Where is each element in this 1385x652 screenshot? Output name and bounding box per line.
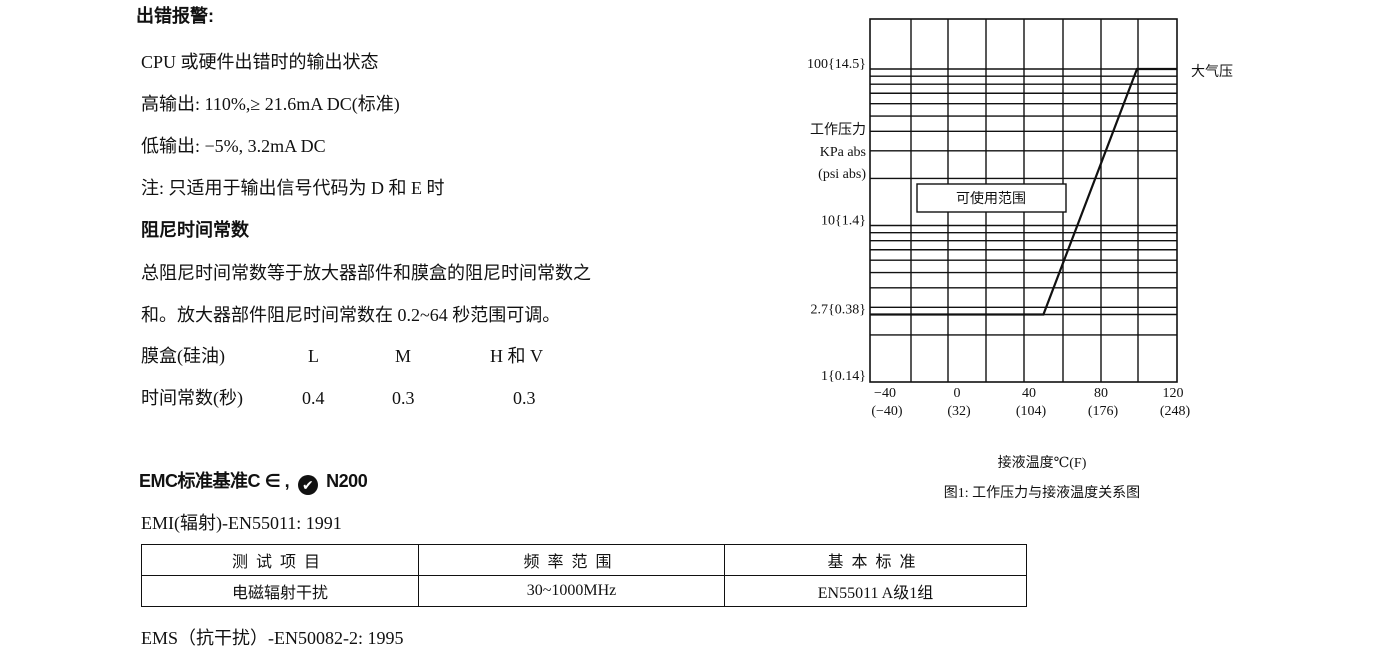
- cell-test-item: 电磁辐射干扰: [141, 575, 419, 607]
- cell-frequency: 30~1000MHz: [418, 575, 725, 607]
- error-alarm-line: 低输出: −5%, 3.2mA DC: [141, 136, 326, 156]
- emc-mark-label: N200: [326, 471, 368, 491]
- x-tick-sublabel: (−40): [871, 404, 903, 419]
- chart-title: 图1: 工作压力与接液温度关系图: [944, 484, 1140, 501]
- x-tick-label: 80: [1094, 386, 1108, 401]
- y-tick-label: 100{14.5}: [807, 57, 866, 72]
- y-tick-label: 2.7{0.38}: [811, 302, 866, 317]
- y-tick-label: 1{0.14}: [821, 369, 866, 384]
- error-alarm-line: 注: 只适用于输出信号代码为 D 和 E 时: [141, 178, 445, 198]
- error-alarm-line: 高输出: 110%,≥ 21.6mA DC(标准): [141, 94, 400, 114]
- region-label-box: [916, 183, 1067, 213]
- time-constant-label: 时间常数(秒): [141, 388, 243, 408]
- ems-standard: EMS（抗干扰）-EN50082-2: 1995: [141, 628, 404, 648]
- x-tick-label: 120: [1163, 386, 1184, 401]
- type-l: L: [308, 346, 319, 366]
- header-test-item: 测试项目: [141, 544, 419, 576]
- region-label: 可使用范围: [956, 190, 1026, 207]
- y-axis-label: (psi abs): [818, 167, 866, 182]
- x-tick-sublabel: (176): [1088, 404, 1119, 419]
- y-axis-label: KPa abs: [820, 145, 866, 160]
- series-line: [870, 67, 1177, 316]
- x-tick-label: 40: [1022, 386, 1036, 401]
- table-header-row: 测试项目 频率范围 基本标准: [141, 544, 1027, 576]
- damping-line: 和。放大器部件阻尼时间常数在 0.2~64 秒范围可调。: [141, 305, 561, 325]
- x-tick-sublabel: (32): [947, 404, 971, 419]
- x-axis-label: 接液温度℃(F): [998, 454, 1087, 471]
- capsule-label: 膜盒(硅油): [141, 346, 225, 366]
- type-m: M: [395, 346, 412, 366]
- cell-standard: EN55011 A级1组: [724, 575, 1027, 607]
- emc-heading: EMC标准基准C ∈ , ✔ N200: [139, 470, 368, 495]
- type-hv: H 和 V: [490, 346, 543, 366]
- x-tick-sublabel: (248): [1160, 404, 1191, 419]
- value-l: 0.4: [302, 388, 325, 408]
- error-alarm-heading: 出错报警:: [136, 6, 214, 26]
- value-m: 0.3: [392, 388, 415, 408]
- emc-heading-text: EMC标准基准C ∈ ,: [139, 471, 290, 491]
- value-hv: 0.3: [513, 388, 536, 408]
- x-tick-label: −40: [874, 386, 896, 401]
- x-tick-sublabel: (104): [1016, 404, 1047, 419]
- y-tick-label: 10{1.4}: [821, 214, 866, 229]
- x-tick-label: 0: [954, 386, 961, 401]
- emi-standard: EMI(辐射)-EN55011: 1991: [141, 513, 342, 533]
- damping-heading: 阻尼时间常数: [141, 220, 249, 240]
- table-row: 电磁辐射干扰 30~1000MHz EN55011 A级1组: [141, 575, 1027, 607]
- emi-table: 测试项目 频率范围 基本标准 电磁辐射干扰 30~1000MHz EN55011…: [141, 544, 1027, 607]
- line-end-label: 大气压: [1191, 64, 1233, 80]
- error-alarm-line: CPU 或硬件出错时的输出状态: [141, 52, 379, 72]
- y-axis-label: 工作压力: [810, 122, 866, 138]
- damping-line: 总阻尼时间常数等于放大器部件和膜盒的阻尼时间常数之: [141, 263, 591, 283]
- c-tick-icon: ✔: [297, 475, 318, 495]
- plot-frame: [869, 18, 1178, 383]
